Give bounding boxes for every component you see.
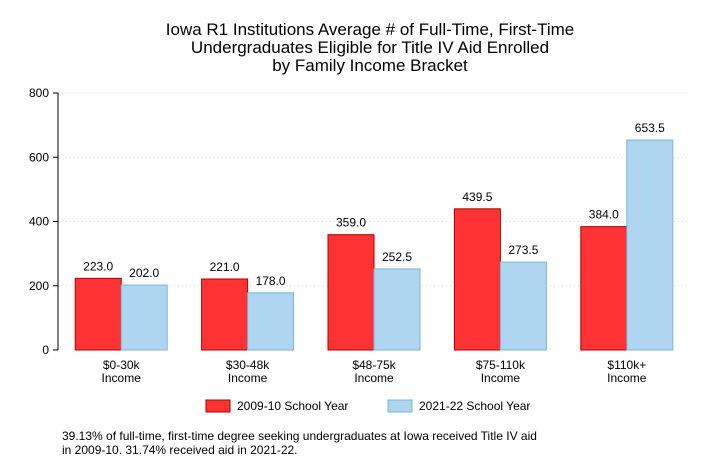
footnote: 39.13% of full-time, first-time degree s… [62, 429, 537, 457]
bar-2009-10-0 [74, 277, 122, 351]
bar-value-label: 439.5 [462, 190, 492, 204]
footnote-line-1: 39.13% of full-time, first-time degree s… [62, 429, 537, 443]
legend-swatch [387, 399, 413, 413]
bar-value-label: 359.0 [336, 216, 366, 230]
bar-value-label: 252.5 [382, 250, 412, 264]
y-tick-label: 0 [42, 343, 49, 357]
legend-label: 2021-22 School Year [419, 399, 530, 413]
x-category-label: Income [102, 371, 142, 385]
bars [74, 139, 674, 351]
bar-value-label: 273.5 [508, 243, 538, 257]
bar-value-label: 653.5 [635, 121, 665, 135]
chart-title-line-1: Iowa R1 Institutions Average # of Full-T… [166, 20, 574, 39]
legend-label: 2009-10 School Year [237, 399, 348, 413]
chart-title: Iowa R1 Institutions Average # of Full-T… [166, 20, 574, 75]
bar-2021-22-1 [247, 292, 295, 351]
bar-2009-10-1 [201, 278, 249, 351]
x-category-label: Income [481, 371, 521, 385]
bar-value-label: 178.0 [256, 274, 286, 288]
x-category-label: $0-30k [103, 358, 141, 372]
x-axis-categories: $0-30kIncome$30-48kIncome$48-75kIncome$7… [102, 358, 647, 385]
y-axis-ticks: 0 200 400 600 800 [29, 86, 58, 357]
bar-value-label: 221.0 [210, 260, 240, 274]
legend-swatch [205, 399, 231, 413]
y-tick-label: 800 [29, 86, 49, 100]
x-category-label: $30-48k [226, 358, 270, 372]
bar-2009-10-3 [453, 208, 501, 351]
bar-value-label: 202.0 [129, 266, 159, 280]
legend: 2009-10 School Year 2021-22 School Year [205, 399, 530, 413]
bar-2021-22-4 [626, 139, 674, 351]
bar-value-label: 223.0 [83, 259, 113, 273]
x-category-label: Income [354, 371, 394, 385]
bar-2009-10-2 [327, 234, 375, 351]
x-category-label: $48-75k [352, 358, 396, 372]
footnote-line-2: in 2009-10. 31.74% received aid in 2021-… [62, 443, 298, 457]
x-category-label: Income [228, 371, 268, 385]
x-category-label: $110k+ [607, 358, 646, 372]
y-tick-label: 600 [29, 150, 49, 164]
chart-title-line-2: Undergraduates Eligible for Title IV Aid… [191, 38, 549, 57]
chart-title-line-3: by Family Income Bracket [272, 56, 468, 75]
bar-2021-22-0 [120, 284, 168, 351]
bar-2021-22-3 [499, 261, 547, 351]
bar-value-label: 384.0 [589, 208, 619, 222]
bar-2021-22-2 [373, 268, 421, 351]
bar-2009-10-4 [580, 226, 628, 351]
x-category-label: $75-110k [476, 358, 526, 372]
y-tick-label: 400 [29, 215, 49, 229]
bar-value-labels: 223.0 202.0 221.0 178.0 359.0 252.5 439.5 273.5… [83, 121, 665, 288]
x-category-label: Income [607, 371, 647, 385]
y-tick-label: 200 [29, 279, 49, 293]
